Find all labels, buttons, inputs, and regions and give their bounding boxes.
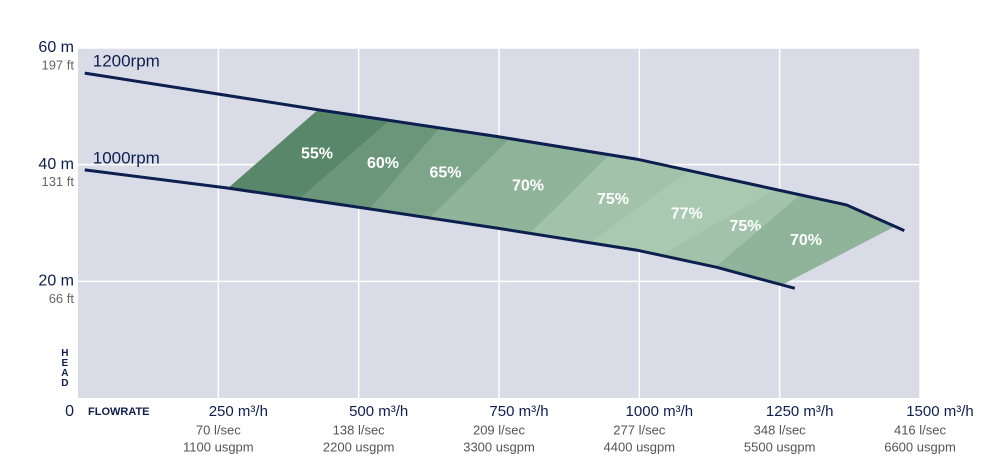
x-tick-label: 250 m³/h bbox=[209, 403, 268, 420]
y-tick-label: 60 m bbox=[38, 39, 74, 56]
efficiency-label: 75% bbox=[729, 218, 761, 235]
x-tick-sublabel: 4400 usgpm bbox=[604, 439, 676, 454]
x-tick-sublabel: 3300 usgpm bbox=[463, 439, 535, 454]
x-tick-label: 750 m³/h bbox=[489, 403, 548, 420]
efficiency-zone bbox=[660, 189, 800, 267]
x-tick-sublabel: 209 l/sec bbox=[473, 422, 526, 437]
efficiency-zone bbox=[370, 127, 510, 219]
x-tick-sublabel: 1100 usgpm bbox=[183, 439, 254, 454]
rpm-curve bbox=[84, 168, 796, 290]
efficiency-zone bbox=[430, 138, 610, 234]
efficiency-zone bbox=[300, 120, 440, 209]
efficiency-label: 55% bbox=[301, 145, 333, 162]
y-axis-label: HEAD bbox=[59, 348, 70, 388]
efficiency-label: 70% bbox=[790, 232, 822, 249]
y-tick-label: 0 bbox=[65, 403, 74, 420]
efficiency-zone bbox=[715, 194, 895, 285]
curve-label: 1000rpm bbox=[93, 148, 160, 167]
y-tick-sublabel: 197 ft bbox=[41, 57, 74, 72]
x-tick-sublabel: 138 l/sec bbox=[333, 422, 386, 437]
efficiency-zones: 55% 60% 65% 70% 75% 77% 75% 70% bbox=[228, 109, 895, 285]
x-tick-label: 1500 m³/h bbox=[906, 403, 974, 420]
x-tick-sublabel: 70 l/sec bbox=[196, 422, 241, 437]
efficiency-label: 60% bbox=[367, 155, 399, 172]
x-tick-sublabel: 5500 usgpm bbox=[744, 439, 816, 454]
x-tick-sublabel: 348 l/sec bbox=[754, 422, 807, 437]
efficiency-label: 75% bbox=[597, 191, 629, 208]
efficiency-zone bbox=[530, 154, 690, 243]
efficiency-label: 77% bbox=[671, 205, 703, 222]
x-tick-label: 1000 m³/h bbox=[626, 403, 694, 420]
x-tick-label: 1250 m³/h bbox=[766, 403, 834, 420]
y-tick-label: 40 m bbox=[38, 156, 74, 173]
y-tick-sublabel: 131 ft bbox=[41, 174, 74, 189]
efficiency-zone bbox=[228, 109, 390, 199]
x-tick-label: 500 m³/h bbox=[349, 403, 408, 420]
y-tick-label: 20 m bbox=[38, 273, 74, 290]
x-tick-sublabel: 277 l/sec bbox=[613, 422, 666, 437]
rpm-curve bbox=[84, 71, 905, 232]
x-axis-label: FLOWRATE bbox=[88, 406, 150, 418]
efficiency-zone bbox=[590, 170, 775, 256]
curve-label: 1200rpm bbox=[93, 52, 160, 71]
efficiency-label: 65% bbox=[429, 165, 461, 182]
y-tick-sublabel: 66 ft bbox=[49, 291, 75, 306]
efficiency-label: 70% bbox=[512, 177, 544, 194]
x-tick-sublabel: 2200 usgpm bbox=[323, 439, 395, 454]
x-tick-sublabel: 416 l/sec bbox=[894, 422, 947, 437]
x-tick-sublabel: 6600 usgpm bbox=[884, 439, 956, 454]
